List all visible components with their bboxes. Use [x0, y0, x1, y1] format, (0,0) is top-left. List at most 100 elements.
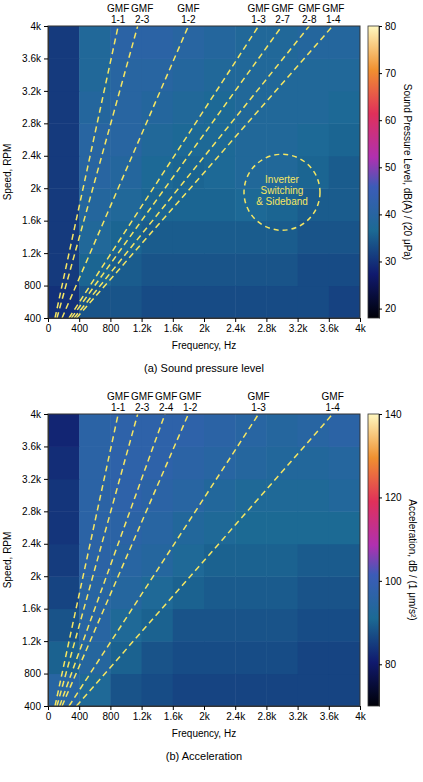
heat-cell: [173, 609, 205, 642]
annotation-circle: [244, 154, 320, 230]
y-axis-title: Speed, RPM: [2, 144, 13, 201]
tick-label: 1.2k: [22, 636, 42, 647]
tick-mark: [379, 581, 382, 582]
heat-cell: [235, 511, 267, 544]
tick-mark: [44, 286, 48, 287]
heat-cell: [110, 58, 142, 91]
tick: 80: [379, 21, 397, 32]
plot-frame: [48, 26, 360, 318]
tick-mark: [44, 318, 48, 319]
heat-cell: [266, 414, 298, 447]
tick-label: 2.8k: [22, 506, 42, 517]
caption: (b) Acceleration: [166, 750, 242, 762]
tick-label: 3.6k: [320, 711, 340, 722]
heat-cell: [235, 446, 267, 479]
tick-label: 2.4k: [226, 711, 246, 722]
heat-cell: [329, 221, 360, 254]
heat-cell: [298, 221, 330, 254]
heat-cell: [48, 414, 80, 447]
tick-mark: [329, 706, 330, 710]
tick: 60: [379, 115, 397, 126]
heat-cell: [79, 446, 111, 479]
tick: 3.2k: [289, 318, 309, 334]
tick: 3.6k: [320, 706, 340, 722]
tick-label: 120: [385, 492, 402, 503]
plot-frame: [48, 414, 360, 706]
tick-mark: [79, 318, 80, 322]
tick: 1.6k: [22, 215, 48, 226]
heat-cell: [266, 286, 298, 318]
tick-label: 800: [24, 668, 41, 679]
tick: 400: [71, 318, 88, 334]
tick: 2k: [199, 706, 211, 722]
heat-cell: [79, 544, 111, 577]
tick: 3.6k: [22, 53, 48, 64]
heat-cell: [142, 544, 174, 577]
series-label: GMF1-3: [247, 3, 269, 25]
heat-cell: [110, 446, 142, 479]
tick-mark: [44, 188, 48, 189]
heat-cell: [329, 58, 360, 91]
order-line: [62, 414, 188, 706]
y-axis: 4008001.2k1.6k2k2.4k2.8k3.2k3.6k4k: [22, 409, 48, 712]
tick: 2.4k: [226, 706, 246, 722]
heat-cell: [266, 576, 298, 609]
order-line: [69, 414, 259, 706]
heat-cell: [48, 446, 80, 479]
heat-cell: [298, 91, 330, 124]
tick-label: 1.2k: [22, 248, 42, 259]
tick-label: 1.6k: [164, 323, 184, 334]
heat-cell: [266, 26, 298, 59]
heat-cell: [110, 576, 142, 609]
heat-cell: [173, 26, 205, 59]
tick-label: 2.8k: [257, 711, 277, 722]
heat-cell: [329, 123, 360, 156]
tick-label: 3.2k: [22, 474, 42, 485]
heat-cell: [204, 576, 236, 609]
heat-cell: [329, 91, 360, 124]
heat-cell: [79, 26, 111, 59]
heat-cell: [110, 641, 142, 674]
heat-cell: [173, 58, 205, 91]
tick-label: 40: [385, 209, 397, 220]
tick-mark: [44, 446, 48, 447]
heat-cell: [79, 674, 111, 706]
heat-cell: [48, 253, 80, 286]
tick-label: 2.4k: [226, 323, 246, 334]
tick-mark: [110, 706, 111, 710]
heat-cell: [79, 221, 111, 254]
tick-mark: [44, 609, 48, 610]
series-label: GMF1-3: [247, 391, 269, 413]
plot: 04008001.2k1.6k2k2.4k2.8k3.2k3.6k4k40080…: [2, 391, 418, 739]
heat-cell: [235, 58, 267, 91]
tick: 80: [379, 659, 397, 670]
tick: 800: [103, 318, 120, 334]
heat-cell: [298, 609, 330, 642]
tick: 1.2k: [133, 706, 153, 722]
tick-label: 1.6k: [22, 603, 42, 614]
heat-cell: [204, 446, 236, 479]
heat-cell: [79, 479, 111, 512]
tick-label: 4k: [355, 711, 367, 722]
tick-label: 800: [103, 711, 120, 722]
heat-cell: [110, 544, 142, 577]
tick: 4k: [355, 706, 367, 722]
tick-mark: [379, 26, 382, 27]
heat-cell: [204, 26, 236, 59]
order-line: [71, 26, 282, 318]
tick-label: 2.8k: [22, 118, 42, 129]
tick-mark: [142, 318, 143, 322]
heat-cell: [329, 544, 360, 577]
tick-label: 800: [24, 280, 41, 291]
tick-label: 2k: [30, 571, 42, 582]
heat-cell: [173, 286, 205, 318]
tick: 1.6k: [164, 318, 184, 334]
tick: 2.8k: [257, 318, 277, 334]
tick-label: 100: [385, 576, 402, 587]
heat-cell: [173, 544, 205, 577]
heat-cell: [142, 123, 174, 156]
heat-cell: [204, 674, 236, 706]
order-line: [60, 414, 165, 706]
heat-cell: [48, 641, 80, 674]
heat-cell: [204, 156, 236, 189]
